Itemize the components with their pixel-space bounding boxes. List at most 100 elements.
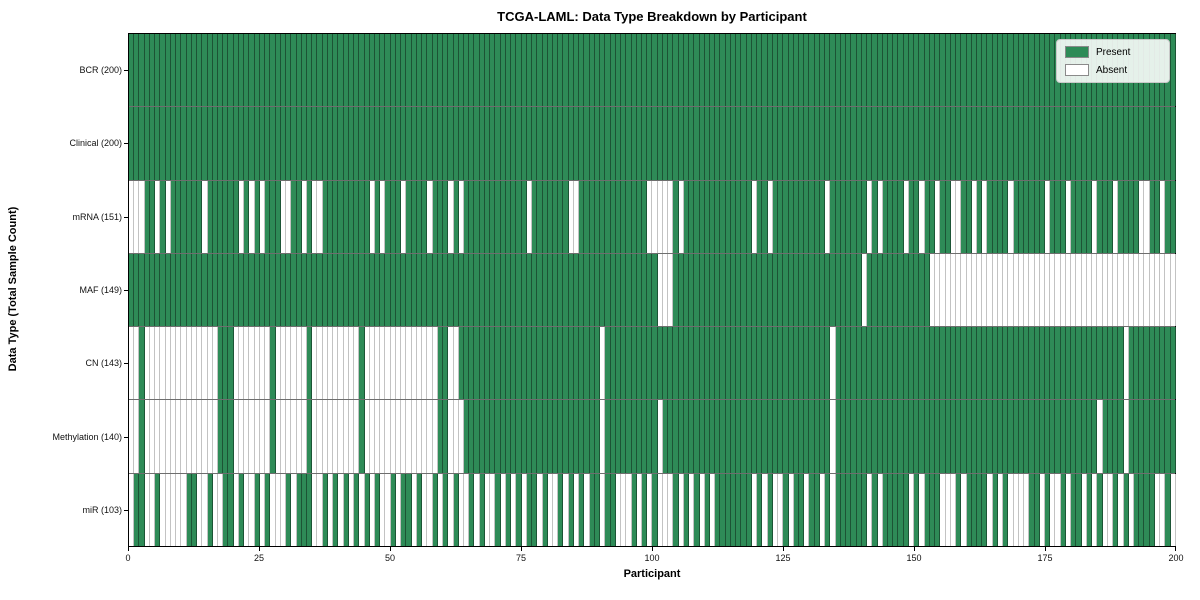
heatmap-cell	[887, 34, 894, 107]
heatmap-cell	[867, 253, 873, 327]
heatmap-cell	[830, 34, 836, 107]
heatmap-cell	[689, 34, 695, 107]
heatmap-cell	[406, 253, 412, 327]
heatmap-cell	[458, 34, 464, 107]
heatmap-cell	[296, 327, 302, 400]
heatmap-cell	[641, 34, 648, 107]
heatmap-cell	[814, 107, 820, 180]
x-tick-label-100: 100	[644, 553, 660, 563]
heatmap-cell	[238, 327, 245, 400]
heatmap-cell	[621, 253, 627, 327]
heatmap-cell	[1086, 107, 1093, 180]
heatmap-cell	[966, 327, 972, 400]
heatmap-cell	[689, 253, 695, 327]
heatmap-cell	[270, 107, 276, 180]
heatmap-cell	[1092, 473, 1098, 546]
heatmap-cell	[694, 253, 700, 327]
heatmap-cell	[573, 253, 580, 327]
heatmap-cell	[406, 180, 412, 253]
heatmap-cell	[819, 107, 826, 180]
heatmap-cell	[840, 107, 847, 180]
heatmap-cell	[1081, 107, 1087, 180]
heatmap-cell	[851, 327, 857, 400]
heatmap-cell	[238, 34, 245, 107]
heatmap-cell	[129, 34, 135, 107]
heatmap-cell	[139, 180, 145, 253]
heatmap-cell	[788, 473, 794, 546]
heatmap-cell	[846, 400, 852, 473]
heatmap-cell	[1092, 180, 1098, 253]
heatmap-cell	[186, 34, 192, 107]
y-tick-mark	[124, 143, 128, 144]
heatmap-cell	[903, 107, 909, 180]
heatmap-cell	[275, 327, 281, 400]
heatmap-cell	[1107, 400, 1114, 473]
heatmap-cell	[956, 473, 962, 546]
heatmap-cell	[1024, 107, 1030, 180]
heatmap-cell	[1144, 400, 1150, 473]
heatmap-cell	[223, 107, 229, 180]
heatmap-cell	[783, 34, 789, 107]
heatmap-cell	[448, 327, 454, 400]
heatmap-cell	[898, 400, 904, 473]
heatmap-cell	[1102, 400, 1108, 473]
heatmap-cell	[259, 180, 266, 253]
heatmap-cell	[767, 253, 773, 327]
heatmap-cell	[301, 400, 307, 473]
heatmap-cell	[647, 107, 653, 180]
heatmap-cell	[369, 34, 376, 107]
heatmap-cell	[568, 180, 574, 253]
heatmap-cell	[1039, 34, 1046, 107]
legend-swatch-present	[1065, 46, 1089, 58]
heatmap-cell	[233, 180, 239, 253]
heatmap-cell	[217, 34, 224, 107]
heatmap-cell	[532, 107, 538, 180]
heatmap-cell	[411, 253, 417, 327]
heatmap-cell	[621, 327, 627, 400]
heatmap-cell	[380, 34, 386, 107]
heatmap-cell	[170, 400, 177, 473]
heatmap-cell	[1118, 327, 1124, 400]
heatmap-cell	[249, 400, 255, 473]
heatmap-cell	[851, 253, 857, 327]
heatmap-cell	[291, 253, 297, 327]
heatmap-cell	[1086, 253, 1093, 327]
heatmap-cell	[1081, 180, 1087, 253]
heatmap-cell	[971, 400, 977, 473]
heatmap-cell	[715, 473, 721, 546]
heatmap-cell	[327, 107, 334, 180]
heatmap-cell	[804, 34, 810, 107]
heatmap-cell	[165, 107, 171, 180]
heatmap-cell	[422, 400, 428, 473]
heatmap-cell	[772, 400, 779, 473]
heatmap-cell	[223, 400, 229, 473]
heatmap-cell	[914, 253, 920, 327]
heatmap-cell	[778, 400, 784, 473]
heatmap-cell	[375, 253, 381, 327]
heatmap-cell	[600, 253, 606, 327]
heatmap-cell	[903, 400, 909, 473]
heatmap-cell	[730, 107, 737, 180]
heatmap-cell	[1160, 180, 1166, 253]
heatmap-cell	[1018, 107, 1025, 180]
heatmap-cell	[1034, 180, 1040, 253]
heatmap-cell	[432, 107, 438, 180]
heatmap-cell	[966, 107, 972, 180]
heatmap-cell	[971, 34, 977, 107]
heatmap-cell	[191, 473, 198, 546]
heatmap-cell	[757, 400, 763, 473]
heatmap-cell	[882, 473, 888, 546]
heatmap-cell	[202, 253, 208, 327]
heatmap-cell	[605, 253, 611, 327]
heatmap-cell	[919, 34, 925, 107]
heatmap-cell	[699, 180, 705, 253]
heatmap-cell	[401, 253, 407, 327]
heatmap-cell	[291, 34, 297, 107]
heatmap-cell	[736, 327, 742, 400]
heatmap-cell	[437, 34, 444, 107]
heatmap-cell	[479, 107, 485, 180]
heatmap-cell	[767, 107, 773, 180]
heatmap-cell	[835, 253, 841, 327]
heatmap-cell	[867, 400, 873, 473]
heatmap-cell	[1123, 180, 1129, 253]
